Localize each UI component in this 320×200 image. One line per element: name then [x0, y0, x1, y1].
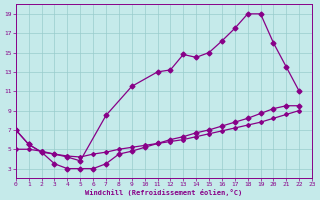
X-axis label: Windchill (Refroidissement éolien,°C): Windchill (Refroidissement éolien,°C) [85, 189, 243, 196]
